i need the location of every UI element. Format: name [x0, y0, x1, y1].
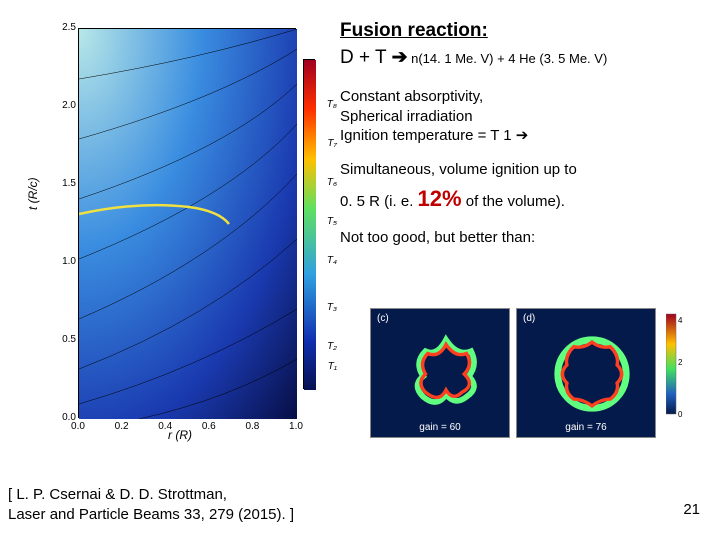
xtick: 1.0 — [286, 421, 306, 432]
panel-letter: (d) — [523, 313, 535, 324]
t-label: T₇ — [327, 138, 337, 149]
page-number: 21 — [683, 501, 700, 518]
xtick: 0.6 — [199, 421, 219, 432]
sc-tick: 4 — [678, 316, 682, 325]
small-panel: (c) gain = 60 — [370, 308, 510, 438]
t-label: T₃ — [327, 302, 337, 313]
gain-label: gain = 76 — [565, 422, 606, 433]
sc-tick: 0 — [678, 410, 682, 419]
small-panel: (d) gain = 76 — [516, 308, 656, 438]
sc-tick: 2 — [678, 358, 682, 367]
conditions-para: Constant absorptivity, Spherical irradia… — [340, 87, 710, 146]
ytick: 0.5 — [58, 334, 76, 345]
result-a: Simultaneous, volume ignition up to — [340, 160, 710, 180]
comparison-para: Not too good, but better than: — [340, 228, 710, 248]
t-label: T₁ — [328, 361, 337, 372]
gain-label: gain = 60 — [419, 422, 460, 433]
result-para: Simultaneous, volume ignition up to 0. 5… — [340, 160, 710, 214]
small-colorbar: 4 2 0 — [666, 308, 684, 428]
contour-svg — [79, 29, 297, 419]
t-label: T₄ — [327, 255, 337, 266]
reaction-lhs: D + T — [340, 47, 392, 68]
result-b2: of the volume). — [462, 193, 565, 210]
main-colorbar — [303, 59, 315, 389]
xtick: 0.2 — [112, 421, 132, 432]
chart-plot-area: T(t,r) — [78, 28, 296, 418]
ytick: 2.0 — [58, 100, 76, 111]
t-label: T₅ — [327, 216, 337, 227]
ytick: 1.0 — [58, 256, 76, 267]
twelve-percent: 12% — [418, 186, 462, 211]
instability-svg — [535, 317, 649, 431]
xtick: 0.0 — [68, 421, 88, 432]
cond-l1: Constant absorptivity, — [340, 88, 483, 105]
ytick: 2.5 — [58, 22, 76, 33]
t-label: T₆ — [327, 177, 337, 188]
text-content: Fusion reaction: D + T ➔ n(14. 1 Me. V) … — [340, 20, 710, 261]
cond-l2: Spherical irradiation — [340, 108, 473, 125]
xtick: 0.8 — [242, 421, 262, 432]
reaction-equation: D + T ➔ n(14. 1 Me. V) + 4 He (3. 5 Me. … — [340, 46, 710, 69]
result-b1: 0. 5 R (i. e. — [340, 193, 418, 210]
citation: [ L. P. Csernai & D. D. Strottman, Laser… — [8, 485, 294, 524]
slide: t (R/c) T(t,r) — [0, 0, 720, 540]
t-label: T₂ — [327, 341, 337, 352]
panel-letter: (c) — [377, 313, 389, 324]
reaction-rhs: n(14. 1 Me. V) + 4 He (3. 5 Me. V) — [408, 51, 608, 66]
x-axis-label: r (R) — [168, 428, 192, 442]
instability-svg — [389, 317, 503, 431]
cond-l3: Ignition temperature = T 1 ➔ — [340, 127, 528, 144]
citation-l2: Laser and Particle Beams 33, 279 (2015).… — [8, 506, 294, 523]
fusion-heading: Fusion reaction: — [340, 20, 710, 42]
ytick: 1.5 — [58, 178, 76, 189]
comparison-figures: (c) gain = 60 (d) gain = 76 — [370, 308, 700, 448]
citation-l1: [ L. P. Csernai & D. D. Strottman, — [8, 486, 227, 503]
t-label: T₈ — [327, 99, 337, 110]
y-axis-label: t (R/c) — [26, 177, 40, 210]
main-temperature-chart: t (R/c) T(t,r) — [30, 10, 330, 440]
reaction-arrow: ➔ — [392, 47, 408, 68]
